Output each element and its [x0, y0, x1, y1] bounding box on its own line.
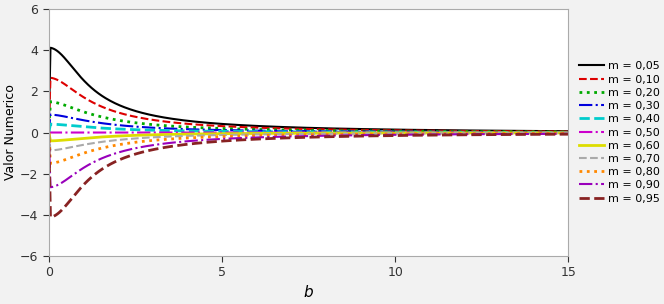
X-axis label: b: b: [303, 285, 313, 300]
Y-axis label: Valor Numerico: Valor Numerico: [4, 85, 17, 181]
Legend: m = 0,05, m = 0,10, m = 0,20, m = 0,30, m = 0,40, m = 0,50, m = 0,60, m = 0,70, : m = 0,05, m = 0,10, m = 0,20, m = 0,30, …: [579, 61, 660, 204]
